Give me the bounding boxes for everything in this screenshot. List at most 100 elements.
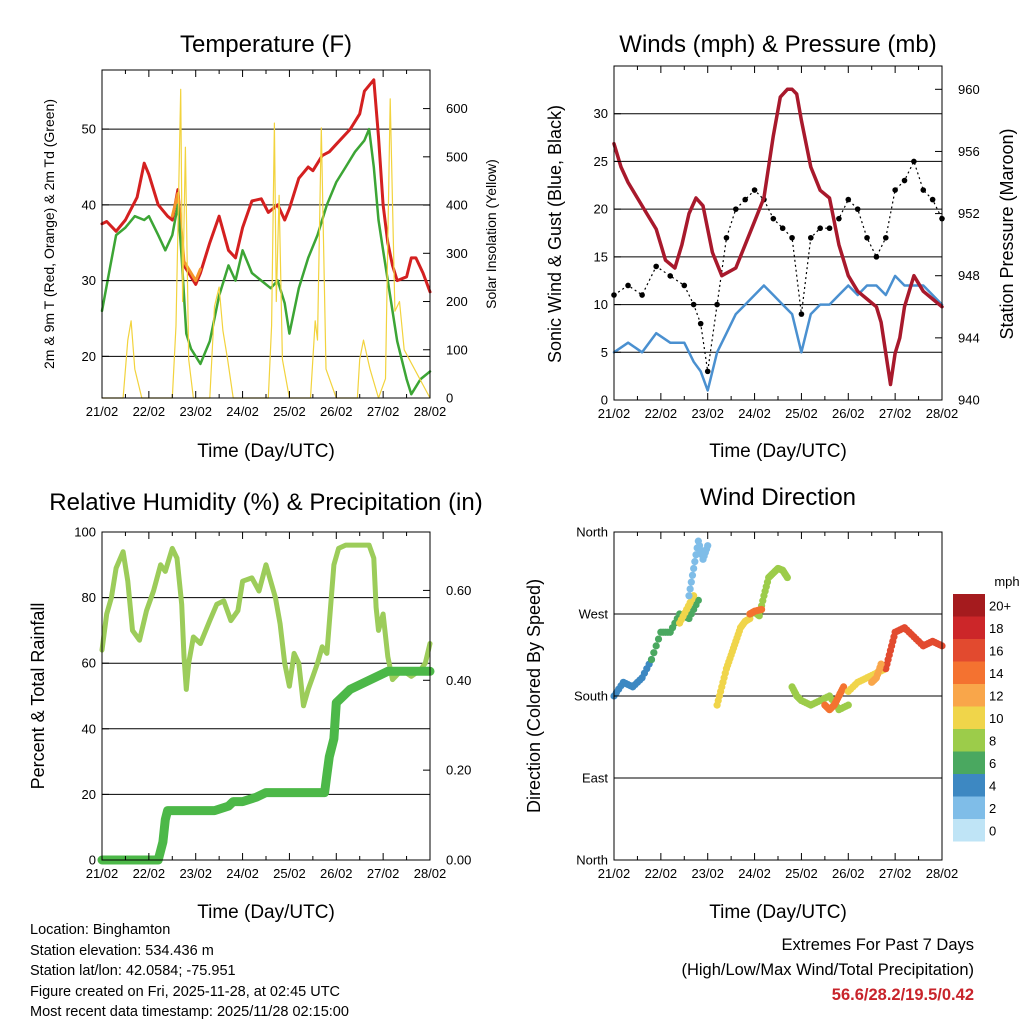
temperature-y-tick-label: 30	[82, 273, 96, 288]
winds-x-tick-label: 25/02	[785, 406, 818, 421]
colorbar-label: 6	[989, 756, 996, 771]
wind-direction-point	[844, 701, 852, 709]
wind-direction-gridlines	[614, 613, 942, 779]
wind-direction-point	[691, 558, 699, 566]
temperature-x-tick-label: 21/02	[86, 404, 119, 419]
colorbar-label: 18	[989, 621, 1003, 636]
winds-series-sonic-wind-line	[612, 274, 944, 392]
winds-panel: Winds (mph) & Pressure (mb) 21/02 22/02 23…	[545, 31, 1017, 462]
temperature-x-axis-title: Time (Day/UTC)	[197, 441, 335, 462]
wind-direction-x-tick-label: 27/02	[879, 866, 912, 881]
wind-direction-y-axis-title: Direction (Colored By Speed)	[524, 579, 544, 813]
station-info: Location: Binghamton Station elevation: …	[30, 920, 349, 1023]
wind-direction-point	[687, 578, 695, 586]
wind-direction-point	[652, 642, 660, 650]
winds-series-gust-point	[911, 158, 917, 165]
colorbar-label: 2	[989, 801, 996, 816]
winds-y2-axis-title: Station Pressure (Maroon)	[997, 128, 1017, 339]
humidity-y2-tick-label: 0.00	[446, 853, 471, 868]
wind-direction-x-tick-label: 28/02	[926, 866, 959, 881]
winds-y-tick-label: 15	[594, 249, 608, 264]
winds-x-tick-label: 22/02	[645, 406, 678, 421]
temperature-x-tick-label: 24/02	[226, 404, 259, 419]
humidity-x-tick-label: 23/02	[179, 866, 212, 881]
temperature-y-tick-label: 40	[82, 197, 96, 212]
winds-y-tick-label: 10	[594, 297, 608, 312]
humidity-y-tick-label: 20	[82, 787, 96, 802]
wind-direction-x-tick-label: 25/02	[785, 866, 818, 881]
station-elevation: Station elevation: 534.436 m	[30, 942, 214, 959]
winds-y-tick-label: 0	[601, 393, 608, 408]
colorbar-swatch	[953, 751, 985, 774]
colorbar-swatch	[953, 729, 985, 752]
temperature-x-tick-label: 26/02	[320, 404, 353, 419]
winds-series-gust-point	[681, 282, 688, 289]
temperature-x-tick-label: 23/02	[179, 404, 212, 419]
winds-y2-tick-label: 960	[958, 82, 980, 97]
humidity-y-tick-label: 0	[89, 853, 96, 868]
temperature-y2-tick-label: 200	[446, 294, 468, 309]
wind-direction-point	[692, 551, 700, 559]
humidity-y2-tick-label: 0.60	[446, 583, 471, 598]
wind-direction-point	[704, 542, 712, 550]
colorbar-label: 12	[989, 688, 1003, 703]
humidity-x-tick-label: 26/02	[320, 866, 353, 881]
winds-series	[611, 87, 945, 392]
wind-direction-point	[647, 655, 656, 664]
winds-series-gust-point	[798, 311, 805, 317]
winds-series-gust-point	[836, 215, 842, 222]
humidity-y-tick-label: 60	[82, 656, 96, 671]
winds-x-tick-label: 23/02	[691, 406, 724, 421]
colorbar-swatch	[953, 639, 985, 662]
winds-x-axis-title: Time (Day/UTC)	[709, 441, 847, 462]
wind-direction-y-tick-label: West	[579, 607, 609, 622]
wind-direction-point	[685, 592, 693, 600]
wind-direction-x-tick-label: 22/02	[645, 866, 678, 881]
winds-x-tick-label: 28/02	[926, 406, 959, 421]
wind-direction-points	[610, 537, 946, 714]
winds-series-gust-point	[704, 368, 711, 375]
temperature-series-2m-td-line	[100, 127, 432, 396]
winds-y-tick-label: 30	[594, 106, 608, 121]
latest-timestamp: Most recent data timestamp: 2025/11/28 0…	[30, 1004, 349, 1020]
winds-title: Winds (mph) & Pressure (mb)	[619, 31, 936, 58]
humidity-x-tick-label: 22/02	[133, 866, 166, 881]
humidity-series-relative-humidity-line	[99, 542, 433, 709]
temperature-y2-tick-label: 500	[446, 149, 468, 164]
wind-direction-point	[688, 571, 697, 579]
temperature-series-9m-t-line	[170, 192, 202, 283]
colorbar-swatch	[953, 819, 985, 842]
temperature-series	[100, 78, 432, 399]
temperature-ticks: 21/02 22/02 23/02 24/02 25/02 26/02 27/02 28/02…	[82, 70, 468, 419]
wind-direction-point	[877, 660, 885, 668]
colorbar-swatch	[953, 796, 985, 819]
temperature-y2-axis-title: Solar Insolation (Yellow)	[483, 159, 499, 309]
winds-series-station-pressure-line	[612, 87, 944, 387]
temperature-y2-tick-label: 400	[446, 198, 468, 213]
temperature-panel: Temperature (F) 21/02 22/02 23/02 24/02 25/0…	[41, 31, 499, 462]
winds-series-gust-point	[723, 234, 730, 241]
humidity-y-tick-label: 100	[74, 525, 96, 540]
winds-y2-tick-label: 952	[958, 206, 980, 221]
colorbar-swatch	[953, 661, 985, 684]
winds-y-axis-title: Sonic Wind & Gust (Blue, Black)	[545, 105, 565, 363]
colorbar-swatch	[953, 706, 985, 729]
humidity-x-tick-label: 24/02	[226, 866, 259, 881]
winds-y-tick-label: 5	[601, 345, 608, 360]
humidity-x-tick-label: 28/02	[414, 866, 447, 881]
humidity-plot-frame	[101, 531, 431, 861]
winds-series-gust-point	[873, 254, 880, 260]
extremes-title: Extremes For Past 7 Days	[781, 936, 974, 954]
wind-direction-point	[686, 585, 694, 593]
humidity-y-axis-title: Percent & Total Rainfall	[28, 603, 48, 790]
wind-direction-ticks: 21/02 22/02 23/02 24/02 25/02 26/02 27/02 28/02…	[574, 525, 958, 882]
humidity-y-tick-label: 40	[82, 721, 96, 736]
wind-direction-point	[840, 683, 848, 691]
station-location: Location: Binghamton	[30, 922, 171, 938]
temperature-y-tick-label: 20	[82, 349, 96, 364]
wind-direction-y-tick-label: North	[576, 853, 608, 868]
winds-series-gust-line	[613, 160, 943, 372]
winds-series-gust-point	[864, 234, 870, 241]
humidity-x-tick-label: 27/02	[367, 866, 400, 881]
